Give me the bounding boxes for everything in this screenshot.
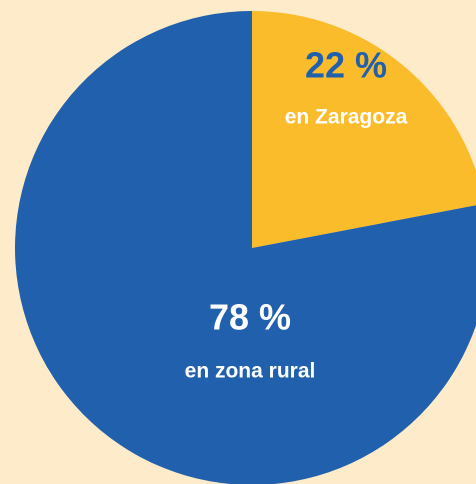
category-label: en Zaragoza (285, 106, 408, 129)
value-label: 22 % (305, 45, 387, 86)
value-label: 78 % (209, 297, 291, 338)
pie-slice (252, 11, 476, 248)
category-label: en zona rural (185, 360, 316, 383)
pie-slice (15, 11, 476, 484)
